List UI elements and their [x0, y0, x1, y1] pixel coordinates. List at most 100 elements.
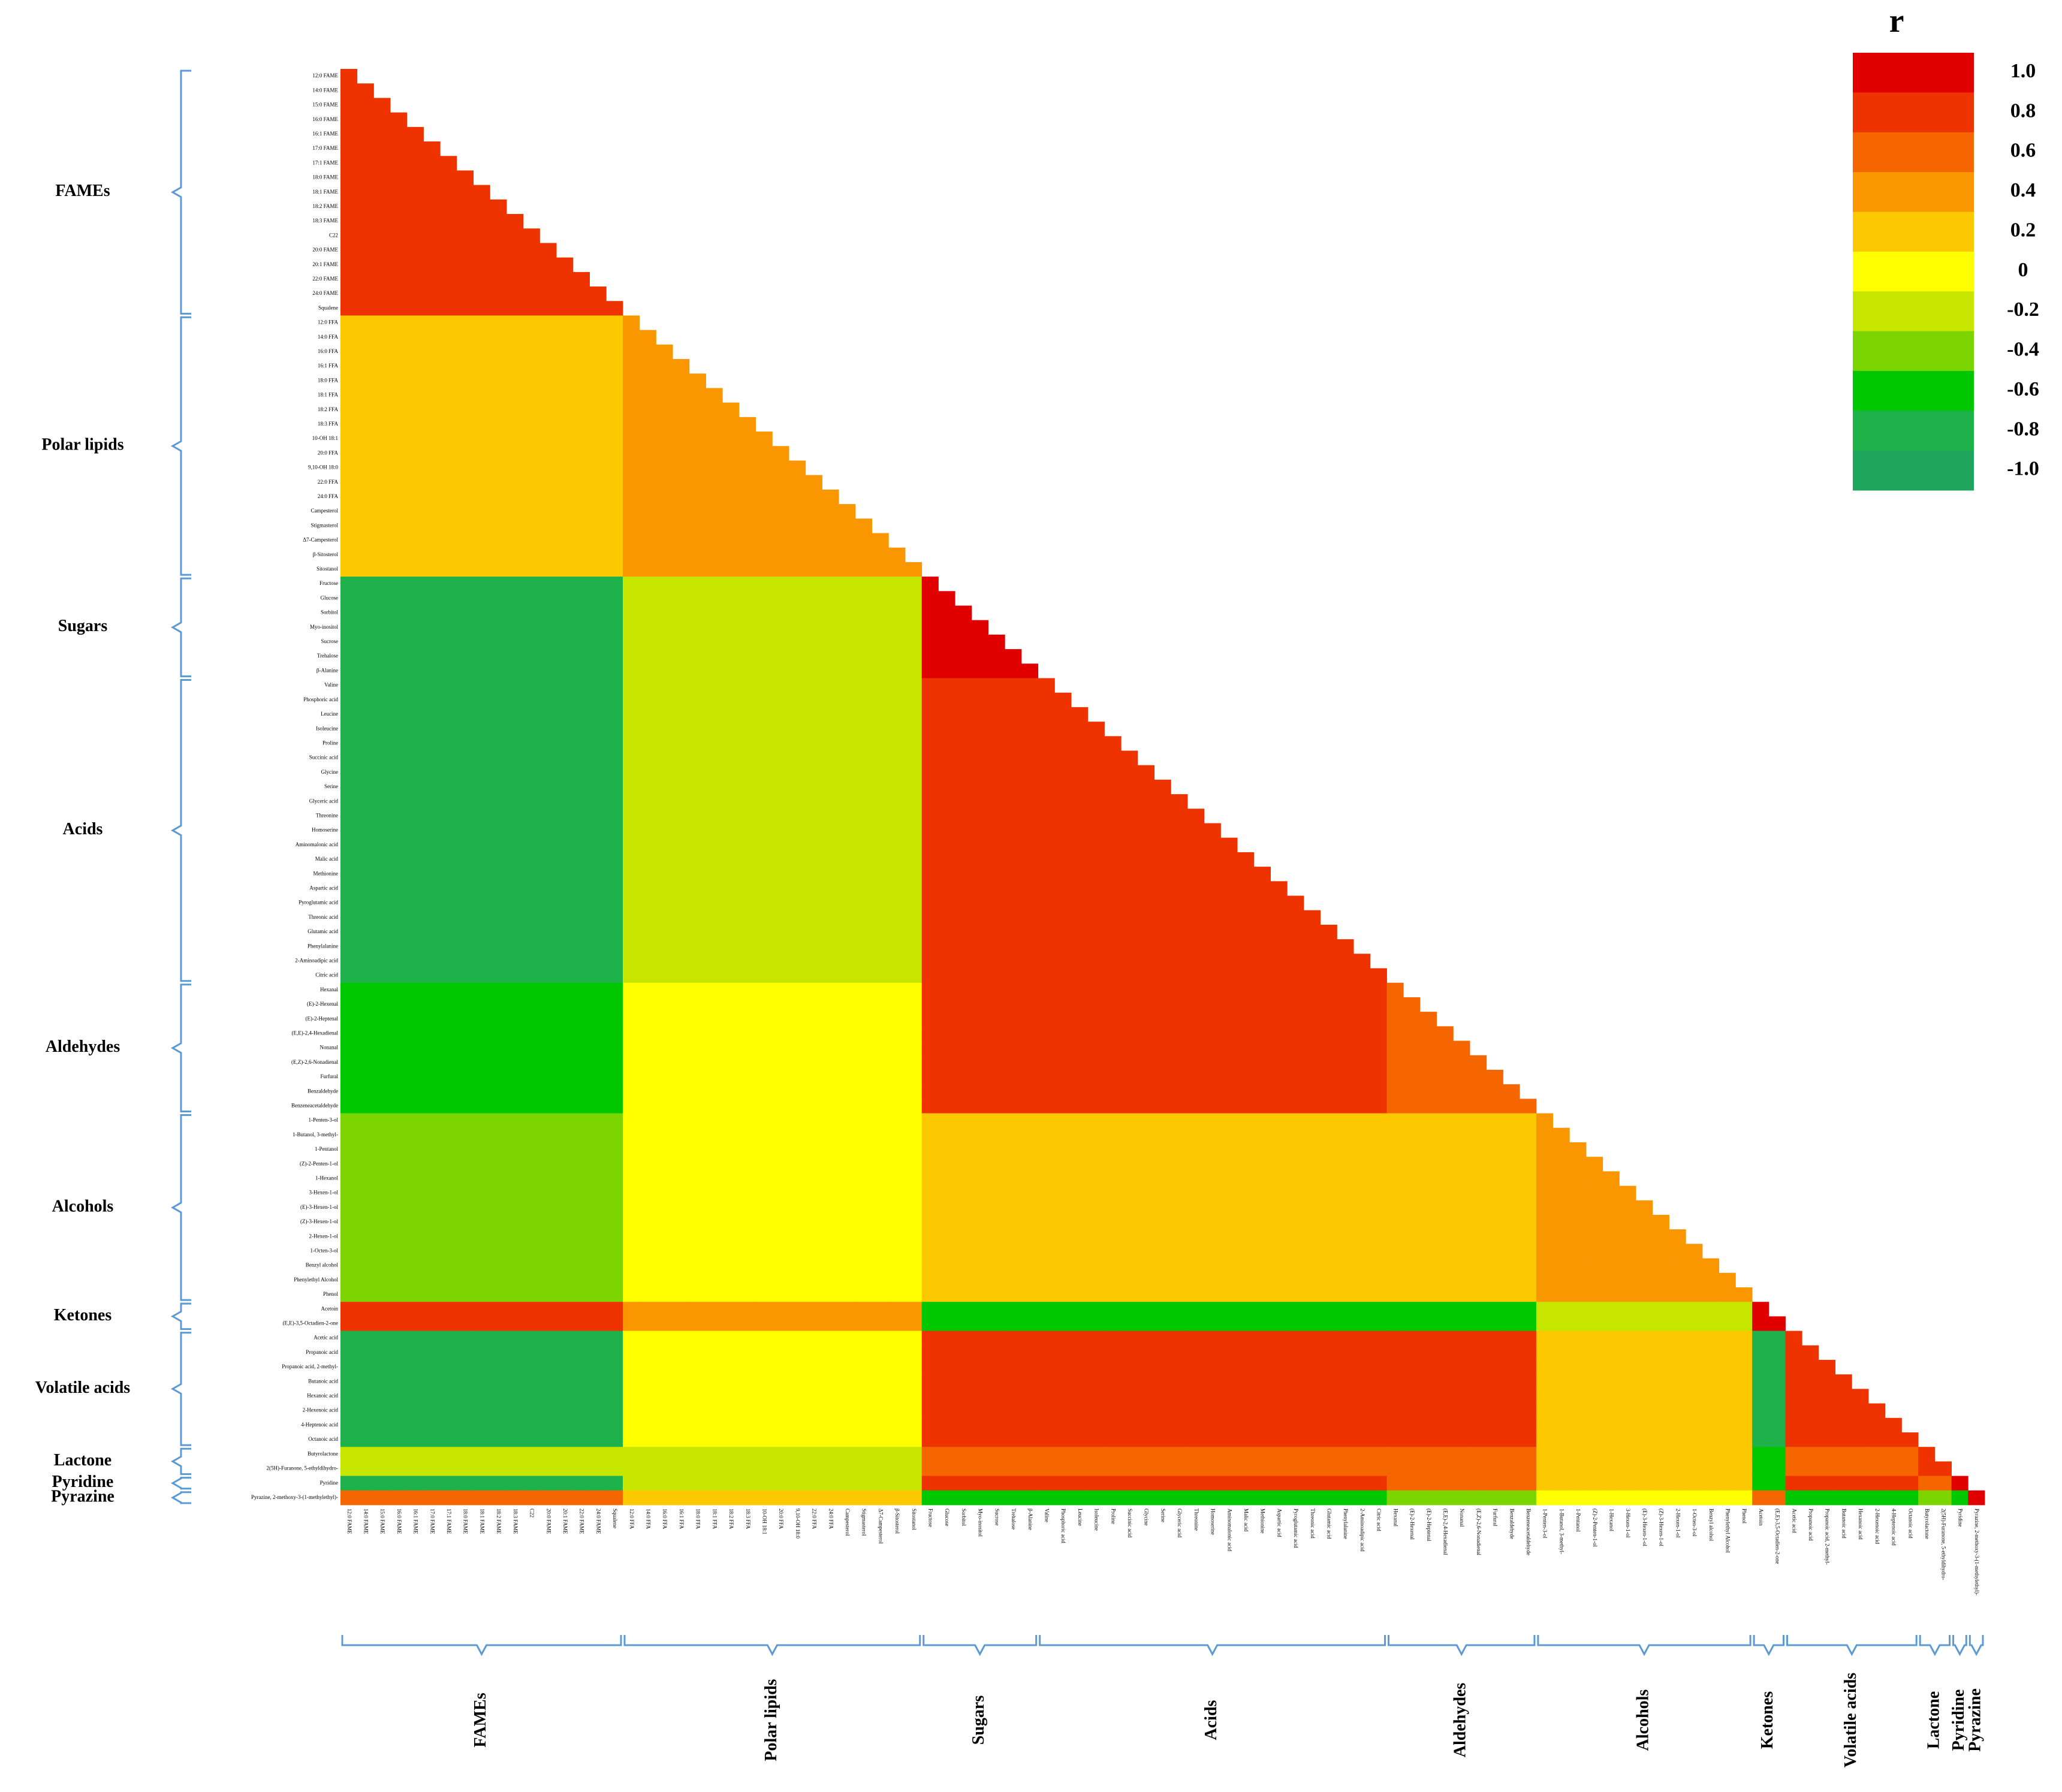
heatmap-cell — [357, 301, 374, 316]
heatmap-cell — [1968, 1490, 1985, 1506]
heatmap-cell — [855, 1272, 873, 1288]
heatmap-cell — [1719, 1374, 1736, 1389]
heatmap-cell — [589, 489, 607, 505]
heatmap-cell — [722, 867, 740, 882]
heatmap-cell — [955, 910, 972, 925]
heatmap-cell — [656, 620, 673, 635]
heatmap-cell — [888, 707, 906, 722]
heatmap-cell — [1552, 1272, 1570, 1288]
heatmap-cell — [523, 286, 540, 301]
heatmap-cell — [390, 707, 408, 722]
heatmap-cell — [1005, 1302, 1022, 1317]
heatmap-cell — [456, 663, 474, 678]
heatmap-cell — [572, 315, 590, 331]
heatmap-cell — [706, 460, 723, 476]
heatmap-cell — [589, 315, 607, 331]
heatmap-cell — [805, 577, 822, 592]
heatmap-cell — [1087, 1403, 1105, 1419]
heatmap-cell — [1768, 1359, 1786, 1375]
heatmap-cell — [1287, 982, 1304, 998]
heatmap-cell — [839, 924, 856, 940]
heatmap-cell — [1104, 1432, 1122, 1447]
heatmap-cell — [888, 1447, 906, 1462]
heatmap-cell — [1419, 1185, 1437, 1201]
heatmap-cell — [340, 156, 358, 171]
heatmap-cell — [639, 518, 656, 533]
heatmap-cell — [955, 1229, 972, 1244]
heatmap-cell — [988, 1055, 1005, 1070]
heatmap-cell — [606, 388, 623, 403]
heatmap-cell — [1436, 1157, 1454, 1172]
heatmap-cell — [440, 1287, 457, 1302]
heatmap-cell — [473, 301, 490, 316]
heatmap-cell — [490, 765, 507, 780]
heatmap-cell — [1470, 1244, 1487, 1259]
heatmap-cell — [589, 750, 607, 766]
heatmap-cell — [938, 620, 955, 635]
heatmap-cell — [921, 881, 939, 896]
heatmap-cell — [1436, 1026, 1454, 1041]
heatmap-cell — [490, 750, 507, 766]
heatmap-cell — [1054, 1389, 1072, 1404]
heatmap-cell — [772, 460, 789, 476]
heatmap-cell — [772, 895, 789, 911]
heatmap-cell — [1652, 1476, 1669, 1491]
heatmap-cell — [423, 1127, 441, 1143]
heatmap-cell — [706, 736, 723, 751]
heatmap-cell — [1602, 1389, 1620, 1404]
heatmap-cell — [572, 1417, 590, 1433]
heatmap-cell — [390, 1185, 408, 1201]
heatmap-cell — [606, 460, 623, 476]
heatmap-cell — [1005, 765, 1022, 780]
heatmap-cell — [440, 750, 457, 766]
heatmap-cell — [872, 533, 889, 548]
heatmap-cell — [606, 1258, 623, 1274]
heatmap-cell — [1038, 1316, 1055, 1331]
heatmap-cell — [921, 605, 939, 621]
heatmap-cell — [1636, 1447, 1653, 1462]
heatmap-cell — [673, 1476, 690, 1491]
heatmap-cell — [406, 1069, 424, 1085]
heatmap-cell — [473, 1403, 490, 1419]
heatmap-cell — [938, 1185, 955, 1201]
heatmap-cell — [1752, 1476, 1769, 1491]
heatmap-cell — [507, 446, 524, 461]
heatmap-cell — [507, 895, 524, 911]
heatmap-cell — [921, 1012, 939, 1027]
heatmap-cell — [1652, 1229, 1669, 1244]
heatmap-cell — [1320, 1127, 1337, 1143]
heatmap-cell — [1121, 1214, 1138, 1230]
heatmap-cell — [539, 1432, 557, 1447]
heatmap-cell — [1520, 1272, 1537, 1288]
heatmap-cell — [1818, 1374, 1836, 1389]
heatmap-cell — [905, 577, 923, 592]
heatmap-cell — [689, 1229, 706, 1244]
heatmap-cell — [1253, 1069, 1271, 1085]
heatmap-cell — [738, 1127, 756, 1143]
heatmap-cell — [1220, 1345, 1238, 1360]
heatmap-cell — [1253, 1374, 1271, 1389]
heatmap-cell — [523, 1302, 540, 1317]
heatmap-cell — [738, 1432, 756, 1447]
heatmap-cell — [1204, 1272, 1221, 1288]
heatmap-cell — [507, 417, 524, 432]
heatmap-cell — [1220, 1055, 1238, 1070]
heatmap-cell — [440, 402, 457, 418]
heatmap-cell — [1154, 1214, 1171, 1230]
heatmap-cell — [423, 939, 441, 954]
heatmap-cell — [523, 895, 540, 911]
heatmap-cell — [572, 968, 590, 984]
heatmap-cell — [456, 1012, 474, 1027]
heatmap-cell — [1204, 939, 1221, 954]
heatmap-cell — [589, 1200, 607, 1215]
heatmap-cell — [623, 982, 640, 998]
heatmap-cell — [507, 605, 524, 621]
heatmap-cell — [822, 823, 839, 838]
heatmap-cell — [722, 518, 740, 533]
heatmap-cell — [1121, 1403, 1138, 1419]
heatmap-cell — [938, 968, 955, 984]
heatmap-cell — [623, 1229, 640, 1244]
heatmap-cell — [1735, 1432, 1753, 1447]
heatmap-cell — [689, 1461, 706, 1476]
heatmap-cell — [473, 765, 490, 780]
